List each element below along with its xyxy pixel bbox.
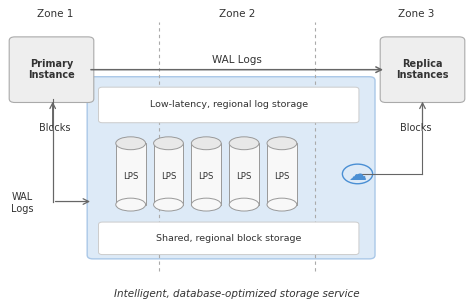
Ellipse shape — [116, 137, 146, 150]
Text: LPS: LPS — [237, 172, 252, 181]
Text: WAL
Logs: WAL Logs — [11, 192, 33, 214]
FancyBboxPatch shape — [9, 37, 94, 103]
Ellipse shape — [191, 137, 221, 150]
Ellipse shape — [191, 198, 221, 211]
Text: LPS: LPS — [199, 172, 214, 181]
Text: Low-latency, regional log storage: Low-latency, regional log storage — [150, 100, 308, 109]
Ellipse shape — [154, 137, 183, 150]
Text: LPS: LPS — [123, 172, 138, 181]
FancyBboxPatch shape — [87, 77, 375, 259]
Text: Zone 2: Zone 2 — [219, 10, 255, 19]
Ellipse shape — [229, 198, 259, 211]
Text: LPS: LPS — [274, 172, 290, 181]
Text: Primary
Instance: Primary Instance — [28, 59, 75, 80]
Bar — [191, 143, 221, 205]
Text: Blocks: Blocks — [39, 123, 71, 133]
Bar — [229, 143, 259, 205]
Circle shape — [342, 164, 373, 184]
Ellipse shape — [116, 198, 146, 211]
FancyBboxPatch shape — [380, 37, 465, 103]
Text: LPS: LPS — [161, 172, 176, 181]
Bar — [267, 143, 297, 205]
Bar — [154, 143, 183, 205]
FancyBboxPatch shape — [99, 222, 359, 255]
Text: ☁: ☁ — [348, 166, 366, 184]
Text: Zone 3: Zone 3 — [399, 10, 435, 19]
Ellipse shape — [267, 137, 297, 150]
Ellipse shape — [267, 198, 297, 211]
Text: Shared, regional block storage: Shared, regional block storage — [156, 234, 301, 243]
Text: Blocks: Blocks — [400, 123, 431, 133]
Text: WAL Logs: WAL Logs — [212, 55, 262, 66]
Ellipse shape — [229, 137, 259, 150]
Text: Zone 1: Zone 1 — [37, 10, 73, 19]
Ellipse shape — [154, 198, 183, 211]
FancyBboxPatch shape — [99, 87, 359, 123]
Text: Intelligent, database-optimized storage service: Intelligent, database-optimized storage … — [114, 289, 360, 298]
Bar — [116, 143, 146, 205]
Text: Replica
Instances: Replica Instances — [396, 59, 449, 80]
